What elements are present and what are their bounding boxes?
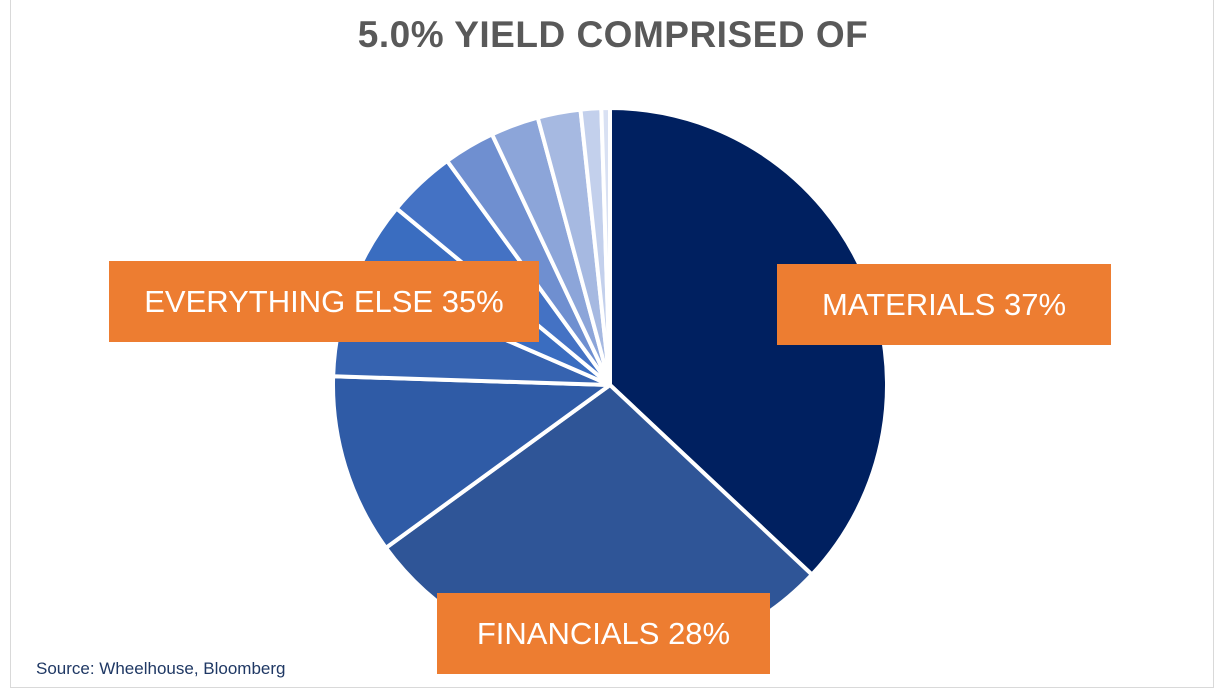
pie-slice-10 — [599, 106, 612, 387]
chart-title: 5.0% YIELD COMPRISED OF — [357, 14, 869, 55]
pie-slice-2 — [331, 374, 612, 550]
chart-frame — [10, 0, 1214, 688]
callout-financials: FINANCIALS 28% — [437, 593, 770, 674]
source-note: Source: Wheelhouse, Bloomberg — [36, 659, 286, 678]
callout-everything-else: EVERYTHING ELSE 35% — [109, 261, 539, 342]
pie-slices — [331, 106, 889, 664]
callout-materials: MATERIALS 37% — [777, 264, 1111, 345]
